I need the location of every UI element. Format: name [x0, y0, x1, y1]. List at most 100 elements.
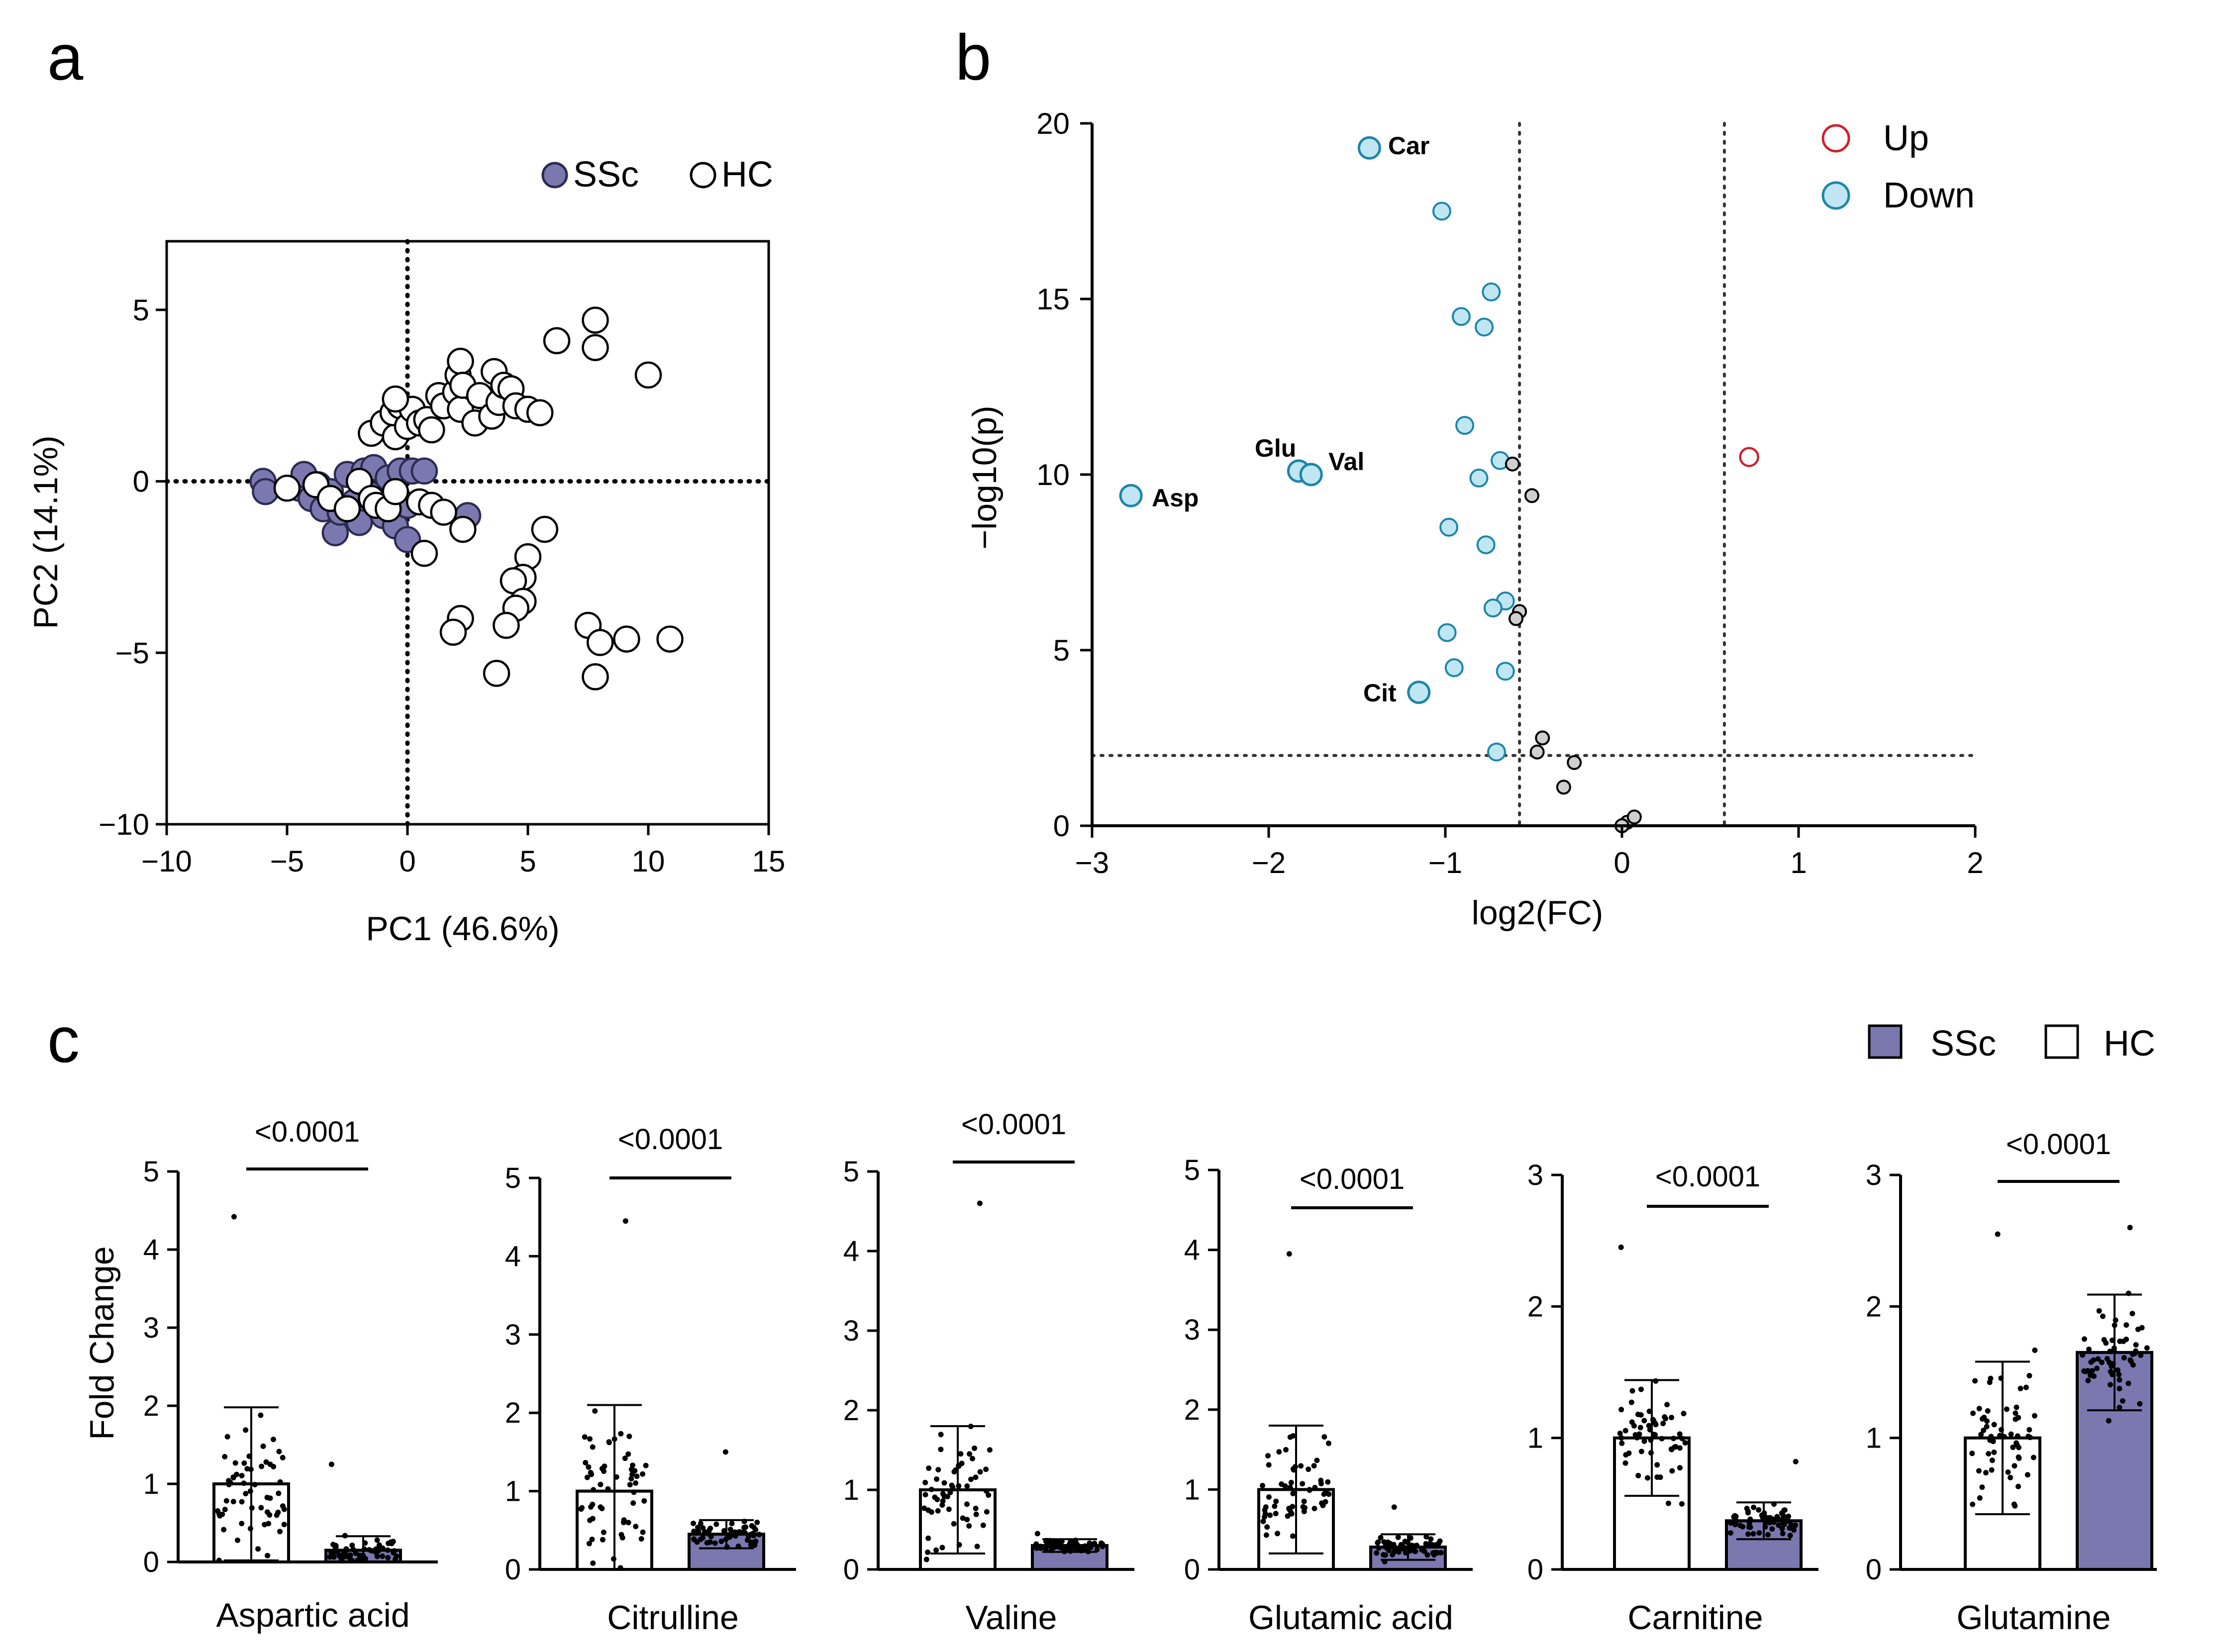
p-value-label: <0.0001 — [1655, 1161, 1760, 1193]
bar-data-point — [1635, 1411, 1641, 1417]
bar-data-point — [1381, 1552, 1387, 1558]
bar-data-point — [1976, 1406, 1982, 1412]
bar-data-point — [691, 1529, 697, 1535]
p-value-label: <0.0001 — [255, 1116, 360, 1148]
bar-data-point — [980, 1522, 986, 1528]
bar-data-point — [923, 1556, 929, 1562]
bar-data-point — [327, 1554, 333, 1560]
bar-data-point — [1737, 1522, 1743, 1528]
bar-data-point — [1664, 1402, 1670, 1408]
bar-data-point — [270, 1437, 276, 1443]
bar-data-point — [1631, 1423, 1637, 1429]
bar-data-point — [634, 1473, 640, 1479]
bar-ytick-label: 2 — [505, 1397, 521, 1429]
bar-data-point — [933, 1547, 939, 1553]
volcano-xtick-label: 1 — [1790, 846, 1807, 879]
bar-data-point — [925, 1535, 931, 1541]
bar-data-point — [1646, 1408, 1652, 1414]
p-value-label: <0.0001 — [961, 1108, 1066, 1141]
bar-data-point — [1677, 1465, 1683, 1471]
bar-data-point — [1267, 1512, 1273, 1518]
bar-data-point — [263, 1459, 269, 1465]
bar-data-point — [1386, 1547, 1392, 1553]
bar-ytick-label: 4 — [1184, 1234, 1200, 1266]
bar-data-point — [935, 1466, 941, 1472]
bar-data-point — [343, 1546, 349, 1552]
bar-data-point — [2125, 1380, 2131, 1386]
bar-data-point — [606, 1440, 612, 1446]
volcano-point-down — [1439, 517, 1459, 537]
bar-data-point — [1731, 1514, 1737, 1520]
volcano-legend-down-marker — [1821, 181, 1850, 210]
bar-data-point — [754, 1519, 760, 1525]
bar-data-point — [1970, 1501, 1976, 1507]
bar-data-point — [2121, 1355, 2127, 1361]
bar-data-point — [1262, 1507, 1268, 1513]
bar-data-point — [939, 1545, 945, 1551]
bar-data-point — [1074, 1542, 1080, 1548]
bar-data-point — [2130, 1362, 2136, 1368]
pca-point-hc — [493, 611, 520, 639]
bar-data-point — [2085, 1377, 2091, 1383]
bar-data-point — [1286, 1251, 1292, 1257]
bar-data-point — [751, 1524, 757, 1530]
bar-data-point — [921, 1505, 927, 1511]
bar-data-point — [1046, 1543, 1052, 1549]
pca-point-hc — [526, 399, 554, 426]
bar-data-point — [1434, 1550, 1440, 1556]
bar-data-point — [1641, 1418, 1647, 1424]
bar-data-point — [1727, 1530, 1733, 1536]
pca-point-hc — [582, 306, 609, 334]
bar-data-point — [1618, 1244, 1624, 1250]
bar-data-point — [2088, 1359, 2094, 1365]
bar-data-point — [1290, 1490, 1296, 1496]
bar-data-point — [1260, 1519, 1266, 1525]
bar-data-point — [1732, 1522, 1738, 1528]
pca-legend: SSc HC — [541, 155, 773, 194]
bar-data-point — [643, 1462, 649, 1468]
pca-ytick-label: 0 — [133, 465, 149, 498]
bar-data-point — [621, 1517, 627, 1523]
bar-data-point — [934, 1476, 940, 1482]
volcano-xtick-label: 0 — [1613, 846, 1630, 879]
volcano-xtick-label: −2 — [1252, 846, 1286, 879]
bar-data-point — [1273, 1498, 1279, 1504]
volcano-ytick-label: 15 — [1036, 283, 1070, 316]
bar-data-point — [2096, 1308, 2102, 1314]
bar-data-point — [1635, 1472, 1641, 1478]
bar-data-point — [984, 1488, 990, 1494]
bar-data-point — [694, 1539, 700, 1545]
bar-data-point — [748, 1542, 754, 1548]
bar-data-point — [1984, 1418, 1990, 1424]
bar-ytick-label: 3 — [843, 1315, 859, 1347]
bar-data-point — [925, 1507, 931, 1513]
bar-data-point — [925, 1550, 931, 1555]
bar-data-point — [1781, 1515, 1787, 1521]
bar-data-point — [977, 1469, 983, 1475]
bar-ytick-label: 2 — [843, 1394, 859, 1427]
bar-data-point — [1986, 1451, 1992, 1457]
bar-data-point — [2108, 1382, 2114, 1388]
pca-point-hc — [333, 495, 361, 522]
volcano-point-down — [1451, 307, 1471, 326]
bar-data-point — [2123, 1322, 2129, 1328]
pca-legend-ssc-marker — [541, 162, 568, 189]
bar-data-point — [1983, 1470, 1989, 1476]
bar-data-point — [972, 1445, 978, 1451]
bar-data-point — [1087, 1540, 1093, 1546]
bar-data-point — [1744, 1506, 1750, 1512]
volcano-point-down — [1469, 469, 1489, 488]
bar-data-point — [619, 1535, 625, 1541]
bar-data-point — [1265, 1453, 1271, 1458]
bar-data-point — [2026, 1427, 2032, 1433]
bar-data-point — [1793, 1522, 1799, 1528]
bar-data-point — [281, 1522, 287, 1528]
bar-ytick-label: 1 — [1184, 1473, 1200, 1506]
volcano-point-down — [1483, 598, 1503, 618]
bar-data-point — [1638, 1449, 1644, 1455]
pca-xlabel: PC1 (46.6%) — [366, 910, 559, 948]
bar-data-point — [255, 1546, 261, 1552]
bar-data-point — [2103, 1340, 2109, 1346]
bar-data-point — [2013, 1410, 2018, 1416]
bar-data-point — [1288, 1479, 1294, 1485]
